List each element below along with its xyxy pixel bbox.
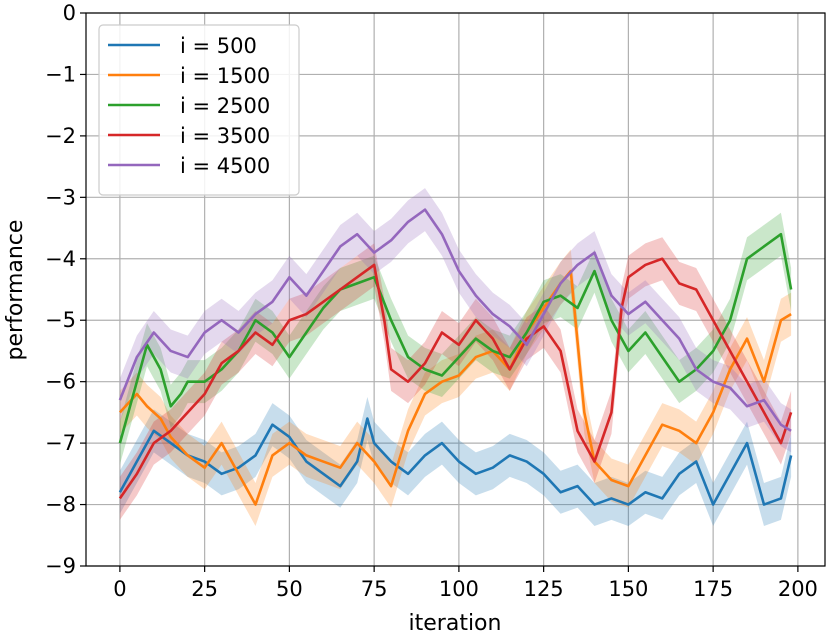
- x-tick-label: 125: [524, 577, 564, 601]
- legend-box: [98, 24, 300, 196]
- y-tick-label: −8: [45, 493, 76, 517]
- confidence-band: [119, 397, 792, 527]
- x-tick-label: 150: [608, 577, 648, 601]
- x-tick-label: 50: [276, 577, 303, 601]
- legend-label: i = 4500: [180, 154, 270, 178]
- legend-label: i = 3500: [180, 124, 270, 148]
- series-line: [118, 257, 793, 500]
- plot-frame: [85, 12, 826, 567]
- y-tick-label: −3: [45, 185, 76, 209]
- y-tick-label: −5: [45, 308, 76, 332]
- y-tick-label: 0: [63, 1, 76, 25]
- confidence-band: [119, 212, 792, 465]
- legend-label: i = 500: [180, 34, 257, 58]
- y-tick-label: −4: [45, 247, 76, 271]
- series-lines: [118, 208, 793, 506]
- x-tick-label: 175: [693, 577, 733, 601]
- series-line: [118, 269, 792, 506]
- confidence-band: [119, 249, 792, 527]
- x-axis: 0 25 50 75 100 125 150 175 200: [113, 566, 818, 601]
- x-tick-label: 100: [439, 577, 479, 601]
- y-tick-label: −9: [45, 554, 76, 578]
- y-tick-label: −7: [45, 431, 76, 455]
- x-tick-label: 25: [191, 577, 218, 601]
- x-tick-label: 200: [778, 577, 818, 601]
- legend-label: i = 1500: [180, 64, 270, 88]
- series-line: [118, 232, 793, 444]
- x-tick-label: 75: [361, 577, 388, 601]
- y-axis-title: performance: [3, 220, 28, 361]
- y-tick-label: −2: [45, 124, 76, 148]
- x-axis-title: iteration: [409, 611, 502, 636]
- y-axis: 0 −1 −2 −3 −4 −5 −6 −7 −8 −9: [45, 1, 86, 578]
- y-tick-label: −6: [45, 370, 76, 394]
- legend-label: i = 2500: [180, 94, 270, 118]
- x-tick-label: 0: [113, 577, 126, 601]
- y-tick-label: −1: [45, 62, 76, 86]
- legend: i = 500 i = 1500 i = 2500 i = 3500 i = 4500: [98, 24, 300, 196]
- series-line: [118, 208, 792, 432]
